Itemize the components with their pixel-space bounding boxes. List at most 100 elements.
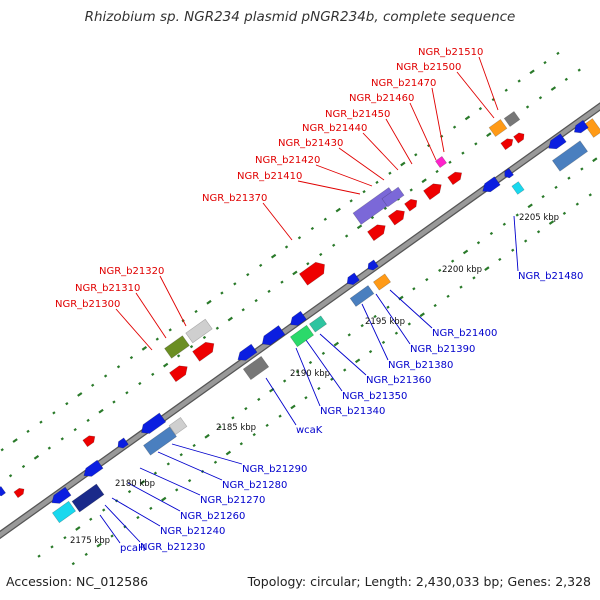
feature-shape [435,156,447,168]
tick-mark [562,211,567,215]
tick-mark [476,241,481,245]
feature-shape [82,435,96,448]
tick-mark [362,190,366,194]
feature-shape [381,186,405,208]
tick-mark [433,303,437,308]
tick-mark [297,236,302,240]
tick-mark [486,132,492,137]
gene-box [242,355,270,381]
feature-shape [511,181,525,195]
scale-label: 2195 kbp [365,317,405,327]
gene-label-lower: NGR_b21230 [140,542,205,553]
feature-shape [83,459,104,477]
gene-box [349,285,375,307]
tick-mark [52,411,56,415]
feature-shape [583,118,600,138]
feature-shape [503,111,521,127]
tick-mark [116,365,121,369]
gene-box [168,417,188,435]
reverse-gene [482,176,501,193]
tick-mark [323,217,327,221]
tick-mark [241,308,245,312]
forward-gene [367,224,386,242]
feature-shape [261,325,286,346]
tick-mark [21,464,26,469]
tick-mark [246,272,250,277]
scale-labels: 2175 kbp 2180 kbp 2185 kbp 2190 kbp 2195 kbp… [70,213,559,546]
gene-box [289,324,315,348]
tick-mark [419,312,425,318]
leader-line [135,292,167,339]
tick-mark [333,341,340,347]
tick-mark [166,462,170,466]
scale-label: 2185 kbp [216,423,256,433]
tick-mark [373,314,377,319]
tick-mark [220,291,224,295]
tick-mark [388,171,392,175]
tick-mark [187,479,192,483]
gene-label-upper: NGR_b21450 [325,109,390,120]
tick-mark [319,252,323,257]
tick-mark [489,231,494,236]
tick-mark [347,333,351,337]
gene-label-lower: NGR_b21270 [200,495,265,506]
tick-mark [464,115,471,121]
gene-label-lower: pcaH [120,543,146,554]
reverse-gene [367,259,379,271]
reverse-gene [141,412,167,434]
tick-mark [233,282,237,286]
tick-mark [349,199,353,203]
feature-shape [367,224,386,242]
tick-mark [163,362,169,368]
tick-mark [33,454,40,460]
tick-mark [270,253,277,259]
tick-mark [459,285,463,289]
gene-box [381,186,405,208]
tick-mark [239,442,243,446]
tick-mark [592,157,598,163]
tick-mark [383,206,388,211]
tick-mark [265,423,269,427]
tick-mark [168,328,172,332]
leader-line [361,303,389,361]
tick-mark [354,358,361,364]
feature-shape [13,487,25,499]
tick-mark [125,391,129,395]
tick-mark [284,245,289,249]
forward-gene [192,341,215,362]
gene-box [511,181,525,195]
gene-label-upper: NGR_b21500 [396,62,461,73]
gene-label-upper: NGR_b21370 [202,193,267,204]
reverse-gene [83,459,104,477]
reverse-gene [573,119,589,134]
feature-shape [237,343,258,361]
tick-mark [556,51,560,55]
scale-label: 2205 kbp [519,213,559,223]
feature-shape [298,261,325,286]
feature-shape [349,285,375,307]
tick-mark [484,266,490,272]
feature-shape [71,483,105,513]
gene-box [372,273,392,291]
tick-mark [75,526,81,531]
feature-shape [168,417,188,435]
feature-shape [51,486,72,504]
gene-label-lower: NGR_b21390 [410,344,475,355]
reverse-gene [0,486,6,497]
tick-mark [386,305,390,309]
tick-mark [381,340,386,345]
forward-gene [404,198,418,212]
tick-mark [421,178,427,184]
tick-mark [438,268,442,272]
gene-label-upper: NGR_b21430 [278,138,343,149]
tick-mark [60,437,64,441]
leader-line [389,289,433,329]
tick-mark [564,77,568,81]
tick-mark [202,335,207,340]
feature-shape [346,272,360,286]
tick-mark [478,107,483,111]
tick-mark [151,372,155,376]
leader-line [456,71,495,119]
tick-mark [343,368,347,372]
gene-label-upper: NGR_b21460 [349,93,414,104]
